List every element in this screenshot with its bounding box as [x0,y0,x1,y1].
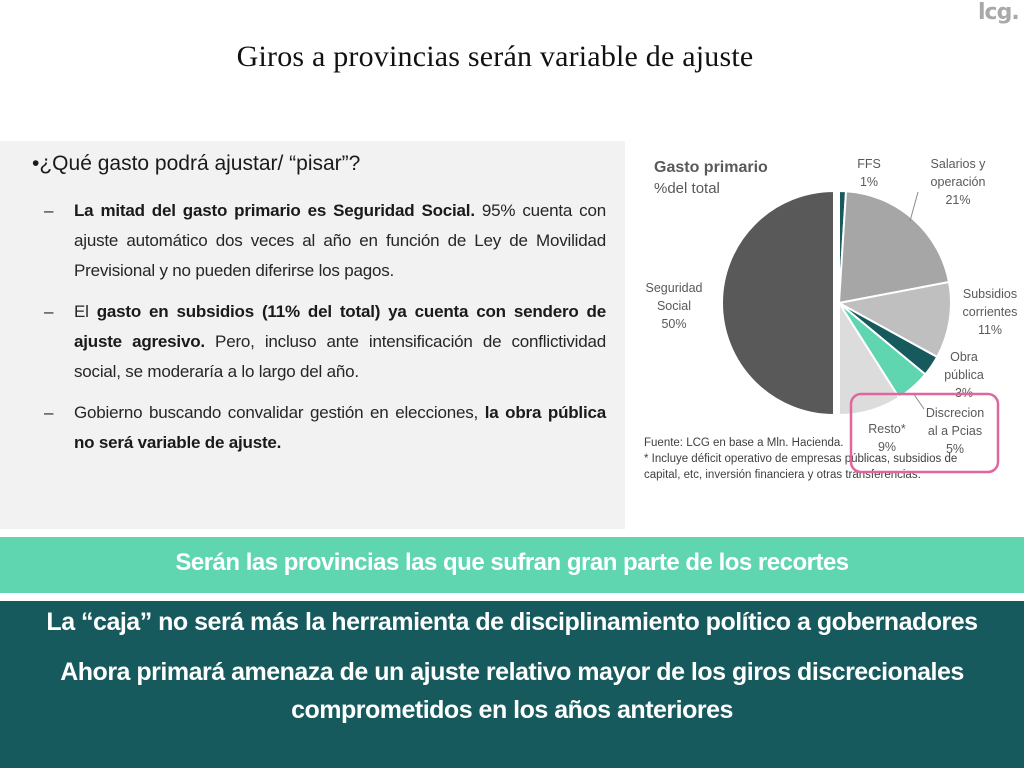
provinces-banner-text: Serán las provincias las que sufran gran… [175,549,849,576]
body-text: Gobierno buscando convalidar gestión en … [74,403,485,422]
lcg-logo: lcg. [978,0,1020,25]
dash-marker: – [44,201,54,220]
slice-label-line: Obra [950,350,978,364]
slice-label-line: pública [944,368,984,382]
slice-label-line: 21% [945,193,970,207]
sub-bullet-subsidies: – El gasto en subsidios (11% del total) y… [42,297,606,387]
sub-bullet-list: – La mitad del gasto primario es Segurida… [42,196,606,469]
pie-slices [721,189,952,417]
sub-bullet-social-security: – La mitad del gasto primario es Segurida… [42,196,606,286]
bold-text: gasto en subsidios (11% del total) ya cu… [74,302,606,351]
dash-marker: – [44,302,54,321]
slice-label-line: FFS [857,157,881,171]
chart-subtitle: %del total [654,180,720,197]
chart-title: Gasto primario [654,159,768,176]
slice-label-line: al a Pcias [928,424,982,438]
body-text: 95% cuenta con ajuste automático dos vec… [74,201,606,280]
highlight-box [849,392,1000,474]
slice-label-line: 50% [661,317,686,331]
slice-label-line: operación [931,175,986,189]
slice-label: Obra pública 3% [944,350,984,400]
slice-label-line: 1% [860,175,878,189]
leader-lines [909,191,925,410]
pie-chart: Gasto primario %del total FFS 1% Salarios … [644,157,1018,481]
bold-text: la obra pública no será variable de ajus… [74,403,606,452]
slice-label: Subsidios corrientes 11% [963,287,1018,337]
dash-marker: – [44,403,54,422]
conclusion-banner: La “caja” no será más la herramienta de … [0,601,1024,768]
chart-source-note: Fuente: LCG en base a Mln. Hacienda. * In… [644,437,957,481]
conclusion-line-2: Ahora primará amenaza de un ajuste relat… [60,658,964,724]
leader-line [912,392,925,410]
bold-text: La mitad del gasto primario es Seguridad… [74,201,475,220]
slice-label-line: 9% [878,440,896,454]
slice-label-line: Subsidios [963,287,1017,301]
slice-label-line: Social [657,299,691,313]
slice-label-line: 5% [946,442,964,456]
slice-labels: FFS 1% Salarios y operación 21% Subsidios corr… [646,157,1018,456]
pie-chart-panel: Gasto primario %del total FFS 1% Salarios … [628,141,1024,529]
source-note-line: Fuente: LCG en base a Mln. Hacienda. [644,437,843,449]
slice-label-line: Resto* [868,422,906,436]
slice-label: Resto* 9% [868,422,906,454]
conclusion-line-1: La “caja” no será más la herramienta de … [46,608,978,636]
page-title: Giros a provincias serán variable de aju… [236,40,754,73]
slice-label-line: 11% [978,323,1002,337]
source-note-line: * Incluye déficit operativo de empresas … [644,453,957,465]
source-note-line: capital, etc, inversión financiera y otr… [644,469,921,481]
slice-label-line: Salarios y [931,157,987,171]
sub-bullet-public-works: – Gobierno buscando convalidar gestión en… [42,398,606,458]
provinces-banner: Serán las provincias las que sufran gran… [0,537,1024,593]
slice-label: Discrecion al a Pcias 5% [926,406,984,456]
left-text-panel [0,141,625,529]
slice-label-line: Seguridad [646,281,703,295]
pie-slice [838,299,901,417]
slice-label: Salarios y operación 21% [931,157,987,207]
pie-slice [721,189,835,417]
pie-slice [836,280,952,359]
main-bullet: •¿Qué gasto podrá ajustar/ “pisar”? [32,152,361,175]
pie-slice [837,190,951,305]
body-text: Pero, incluso ante intensificación de co… [74,332,606,381]
leader-line [909,191,919,222]
slice-label-line: corrientes [963,305,1018,319]
slice-label-line: Discrecion [926,406,984,420]
slice-label: Seguridad Social 50% [646,281,703,331]
body-text: El [74,302,97,321]
slice-label: FFS 1% [857,157,881,189]
